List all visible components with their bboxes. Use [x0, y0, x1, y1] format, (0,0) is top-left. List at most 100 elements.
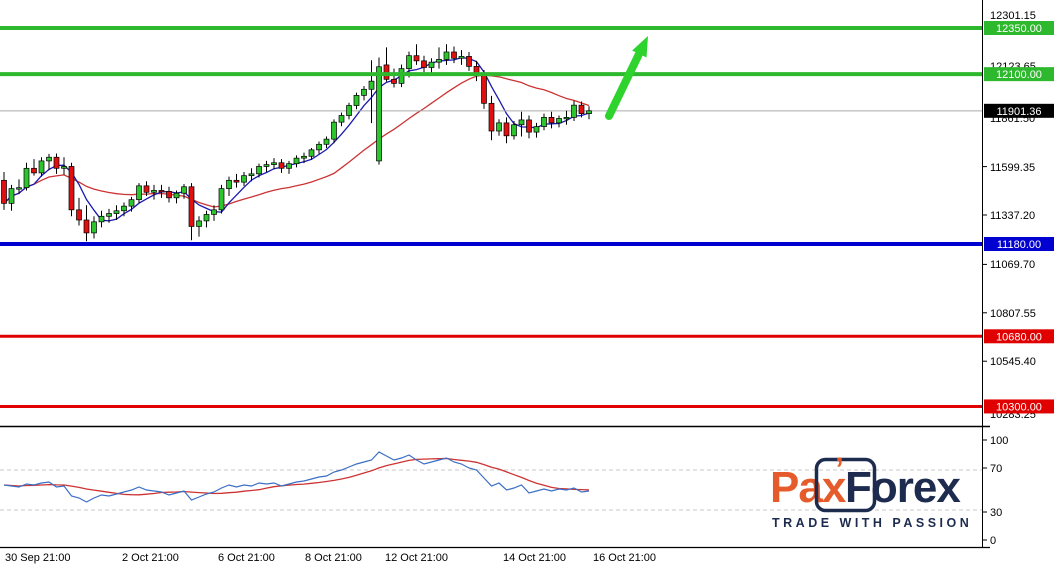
bull-candle — [571, 104, 577, 118]
bear-candle — [481, 75, 487, 104]
rsi-tick-label: 0 — [990, 535, 996, 547]
bull-candle — [256, 166, 262, 175]
bear-candle — [391, 78, 397, 84]
bull-candle — [511, 124, 517, 137]
bull-candle — [406, 55, 412, 69]
bear-candle — [413, 55, 420, 62]
level-price-label: 10680.00 — [996, 331, 1042, 343]
current-price-label-box — [984, 103, 1054, 118]
bull-candle — [23, 167, 30, 189]
rsi-lines-layer — [3, 451, 590, 503]
bull-candle — [533, 126, 540, 133]
bull-candle — [98, 215, 105, 223]
y-tick-label: 10807.55 — [990, 308, 1036, 320]
bull-candle — [443, 51, 450, 60]
bear-candle — [548, 116, 555, 124]
bull-candle — [586, 110, 592, 115]
bull-candle — [173, 192, 180, 199]
bear-candle — [143, 185, 150, 193]
bull-candle — [293, 157, 300, 165]
y-tick-label: 11069.70 — [990, 259, 1035, 271]
level-price-label: 12350.00 — [996, 23, 1042, 35]
bull-candle — [226, 179, 232, 189]
bear-candle — [578, 104, 585, 115]
bear-candle — [451, 51, 457, 59]
bull-candle — [301, 155, 307, 159]
bear-candle — [466, 56, 472, 67]
bull-candle — [121, 205, 127, 212]
x-tick-label: 30 Sep 21:00 — [5, 552, 70, 564]
level-price-label-box — [984, 399, 1054, 414]
bull-candle — [106, 213, 112, 217]
bear-candle — [31, 167, 37, 174]
bull-candle — [196, 220, 202, 227]
logo-box-outline — [814, 457, 877, 513]
x-tick-label: 16 Oct 21:00 — [593, 552, 656, 564]
bull-candle — [136, 185, 142, 201]
bull-candle — [211, 209, 217, 215]
paxforex-logo: Pax ’ Forex TRADE WITH PASSION — [770, 451, 969, 530]
bull-candle — [151, 190, 157, 193]
bull-candle — [376, 66, 382, 162]
level-price-label: 11180.00 — [997, 239, 1041, 251]
bear-candle — [53, 156, 60, 169]
bull-candle — [61, 166, 67, 169]
current-price-label: 11901.36 — [996, 106, 1041, 118]
bull-candle — [203, 214, 210, 222]
bull-candle — [113, 210, 120, 214]
bear-candle — [68, 166, 75, 211]
x-tick-label: 2 Oct 21:00 — [122, 552, 179, 564]
rsi-tick-label: 70 — [990, 463, 1002, 475]
bear-candle — [188, 186, 195, 227]
bull-candle — [353, 95, 360, 106]
bull-candle — [338, 115, 345, 123]
bull-candle — [241, 175, 247, 183]
y-tick-label: 11599.35 — [990, 162, 1035, 174]
bull-candle — [16, 187, 22, 190]
up-arrow-shaft — [605, 50, 643, 120]
bull-candle — [263, 164, 270, 167]
logo-text-forex: Forex — [845, 463, 961, 512]
bear-candle — [383, 64, 390, 80]
level-price-label-box — [984, 67, 1054, 82]
bull-candle — [436, 59, 442, 63]
bull-candle — [316, 143, 322, 151]
bull-candle — [563, 116, 570, 120]
bear-candle — [76, 209, 82, 221]
bull-candle — [346, 105, 352, 116]
level-price-label-box — [984, 236, 1054, 251]
bull-candle — [91, 221, 97, 234]
up-arrow-annotation[interactable] — [605, 36, 648, 120]
level-price-label: 10300.00 — [996, 401, 1042, 413]
bull-candle — [248, 173, 255, 177]
rsi-axis-labels: 100 70 30 0 — [990, 435, 1008, 547]
x-tick-label: 12 Oct 21:00 — [385, 552, 448, 564]
bull-candle — [331, 121, 337, 140]
bull-candle — [271, 162, 277, 165]
level-lines-layer — [0, 26, 982, 408]
y-tick-label: 12301.15 — [990, 10, 1036, 22]
bull-candle — [46, 156, 52, 162]
y-tick-label: 11337.20 — [990, 210, 1035, 222]
x-tick-label: 8 Oct 21:00 — [305, 552, 362, 564]
bull-candle — [556, 118, 562, 124]
bear-candle — [166, 191, 172, 199]
rsi-line — [3, 451, 590, 503]
rsi-signal-line — [3, 457, 590, 496]
up-arrow-head — [632, 36, 648, 58]
bull-candle — [541, 116, 547, 127]
time-axis-labels: 30 Sep 21:00 2 Oct 21:00 6 Oct 21:00 8 O… — [5, 552, 656, 564]
logo-apostrophe: ’ — [835, 451, 844, 487]
bull-candle — [308, 149, 315, 157]
level-price-label: 12100.00 — [996, 69, 1042, 81]
rsi-tick-label: 30 — [990, 507, 1002, 519]
bull-candle — [496, 122, 502, 132]
x-tick-label: 6 Oct 21:00 — [218, 552, 275, 564]
bear-candle — [526, 119, 532, 133]
level-label-boxes-layer: 12350.00 12100.00 11180.00 10680.00 10300.00… — [984, 21, 1054, 414]
bear-candle — [488, 102, 495, 132]
bear-candle — [503, 122, 510, 137]
chart-plot-surface[interactable] — [0, 0, 982, 547]
